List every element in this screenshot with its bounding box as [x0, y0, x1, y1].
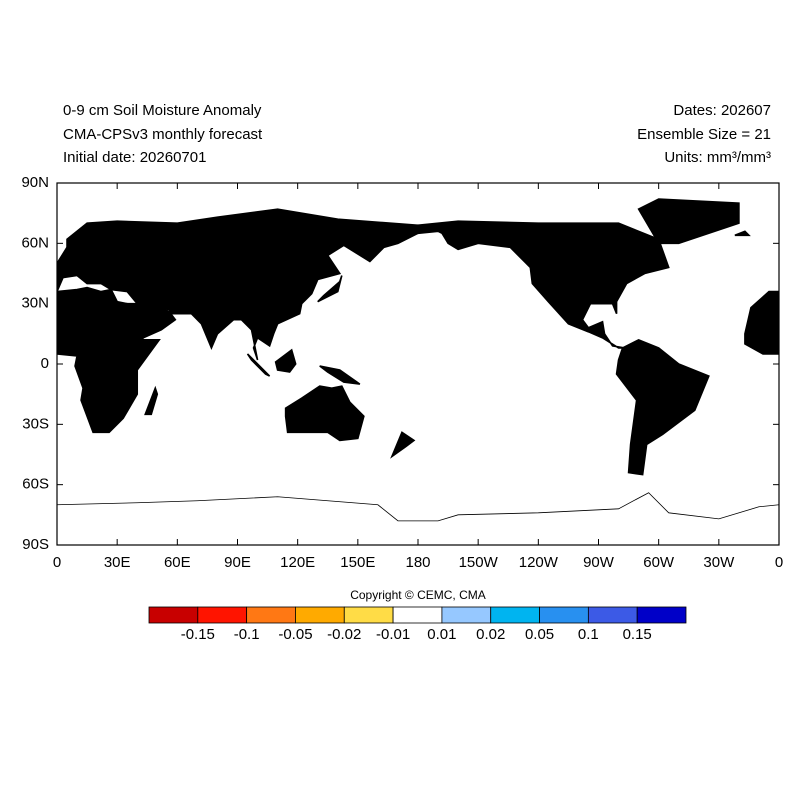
x-tick-label: 60W: [643, 554, 675, 571]
x-tick-label: 90E: [224, 554, 251, 571]
color-box: [539, 606, 589, 624]
x-tick-label: 0: [53, 554, 61, 571]
colorbar: -0.15 -0.1 -0.05 -0.02 -0.01 0.01 0.02 0.05 0.1 0…: [148, 606, 687, 643]
colorbar-label: -0.02: [327, 626, 361, 643]
color-box: [490, 606, 540, 624]
units: Units: mm³/mm³: [664, 149, 771, 166]
color-box: [636, 606, 687, 624]
colorbar-label: 0.02: [476, 626, 505, 643]
colorbar-label: -0.1: [234, 626, 260, 643]
initial-date: Initial date: 20260701: [63, 149, 206, 166]
x-tick-label: 30E: [104, 554, 131, 571]
copyright: Copyright © CEMC, CMA: [350, 588, 486, 602]
axes: 0 30E 60E 90E 120E 150E 180 150W 120W 90W 60W 30W 09…: [21, 174, 783, 571]
colorbar-label: -0.05: [278, 626, 312, 643]
ensemble-size: Ensemble Size = 21: [637, 126, 771, 143]
x-tick-label: 150W: [459, 554, 499, 571]
y-tick-label: 30S: [22, 415, 49, 432]
colorbar-label: 0.15: [623, 626, 652, 643]
color-box: [295, 606, 345, 624]
colorbar-label: 0.01: [427, 626, 456, 643]
y-tick-label: 0: [41, 355, 49, 372]
y-tick-label: 30N: [21, 295, 49, 312]
x-tick-label: 120E: [280, 554, 315, 571]
x-tick-label: 60E: [164, 554, 191, 571]
x-tick-label: 120W: [519, 554, 559, 571]
y-tick-label: 90S: [22, 536, 49, 553]
y-tick-label: 90N: [21, 174, 49, 191]
x-tick-label: 90W: [583, 554, 615, 571]
color-box: [587, 606, 638, 624]
colorbar-label: -0.01: [376, 626, 410, 643]
x-tick-label: 150E: [340, 554, 375, 571]
dates: Dates: 202607: [673, 102, 771, 119]
color-box: [246, 606, 296, 624]
y-tick-label: 60N: [21, 234, 49, 251]
color-box: [392, 606, 443, 624]
color-box: [197, 606, 248, 624]
color-box: [441, 606, 492, 624]
colorbar-label: 0.05: [525, 626, 554, 643]
color-box: [343, 606, 394, 624]
color-box: [148, 606, 199, 624]
x-tick-label: 0: [775, 554, 783, 571]
colorbar-label: 0.1: [578, 626, 599, 643]
x-tick-label: 180: [405, 554, 430, 571]
y-tick-label: 60S: [22, 476, 49, 493]
x-tick-label: 30W: [703, 554, 735, 571]
subtitle: CMA-CPSv3 monthly forecast: [63, 126, 263, 143]
title: 0-9 cm Soil Moisture Anomaly: [63, 102, 262, 119]
colorbar-label: -0.15: [181, 626, 215, 643]
map-area: [57, 198, 779, 555]
